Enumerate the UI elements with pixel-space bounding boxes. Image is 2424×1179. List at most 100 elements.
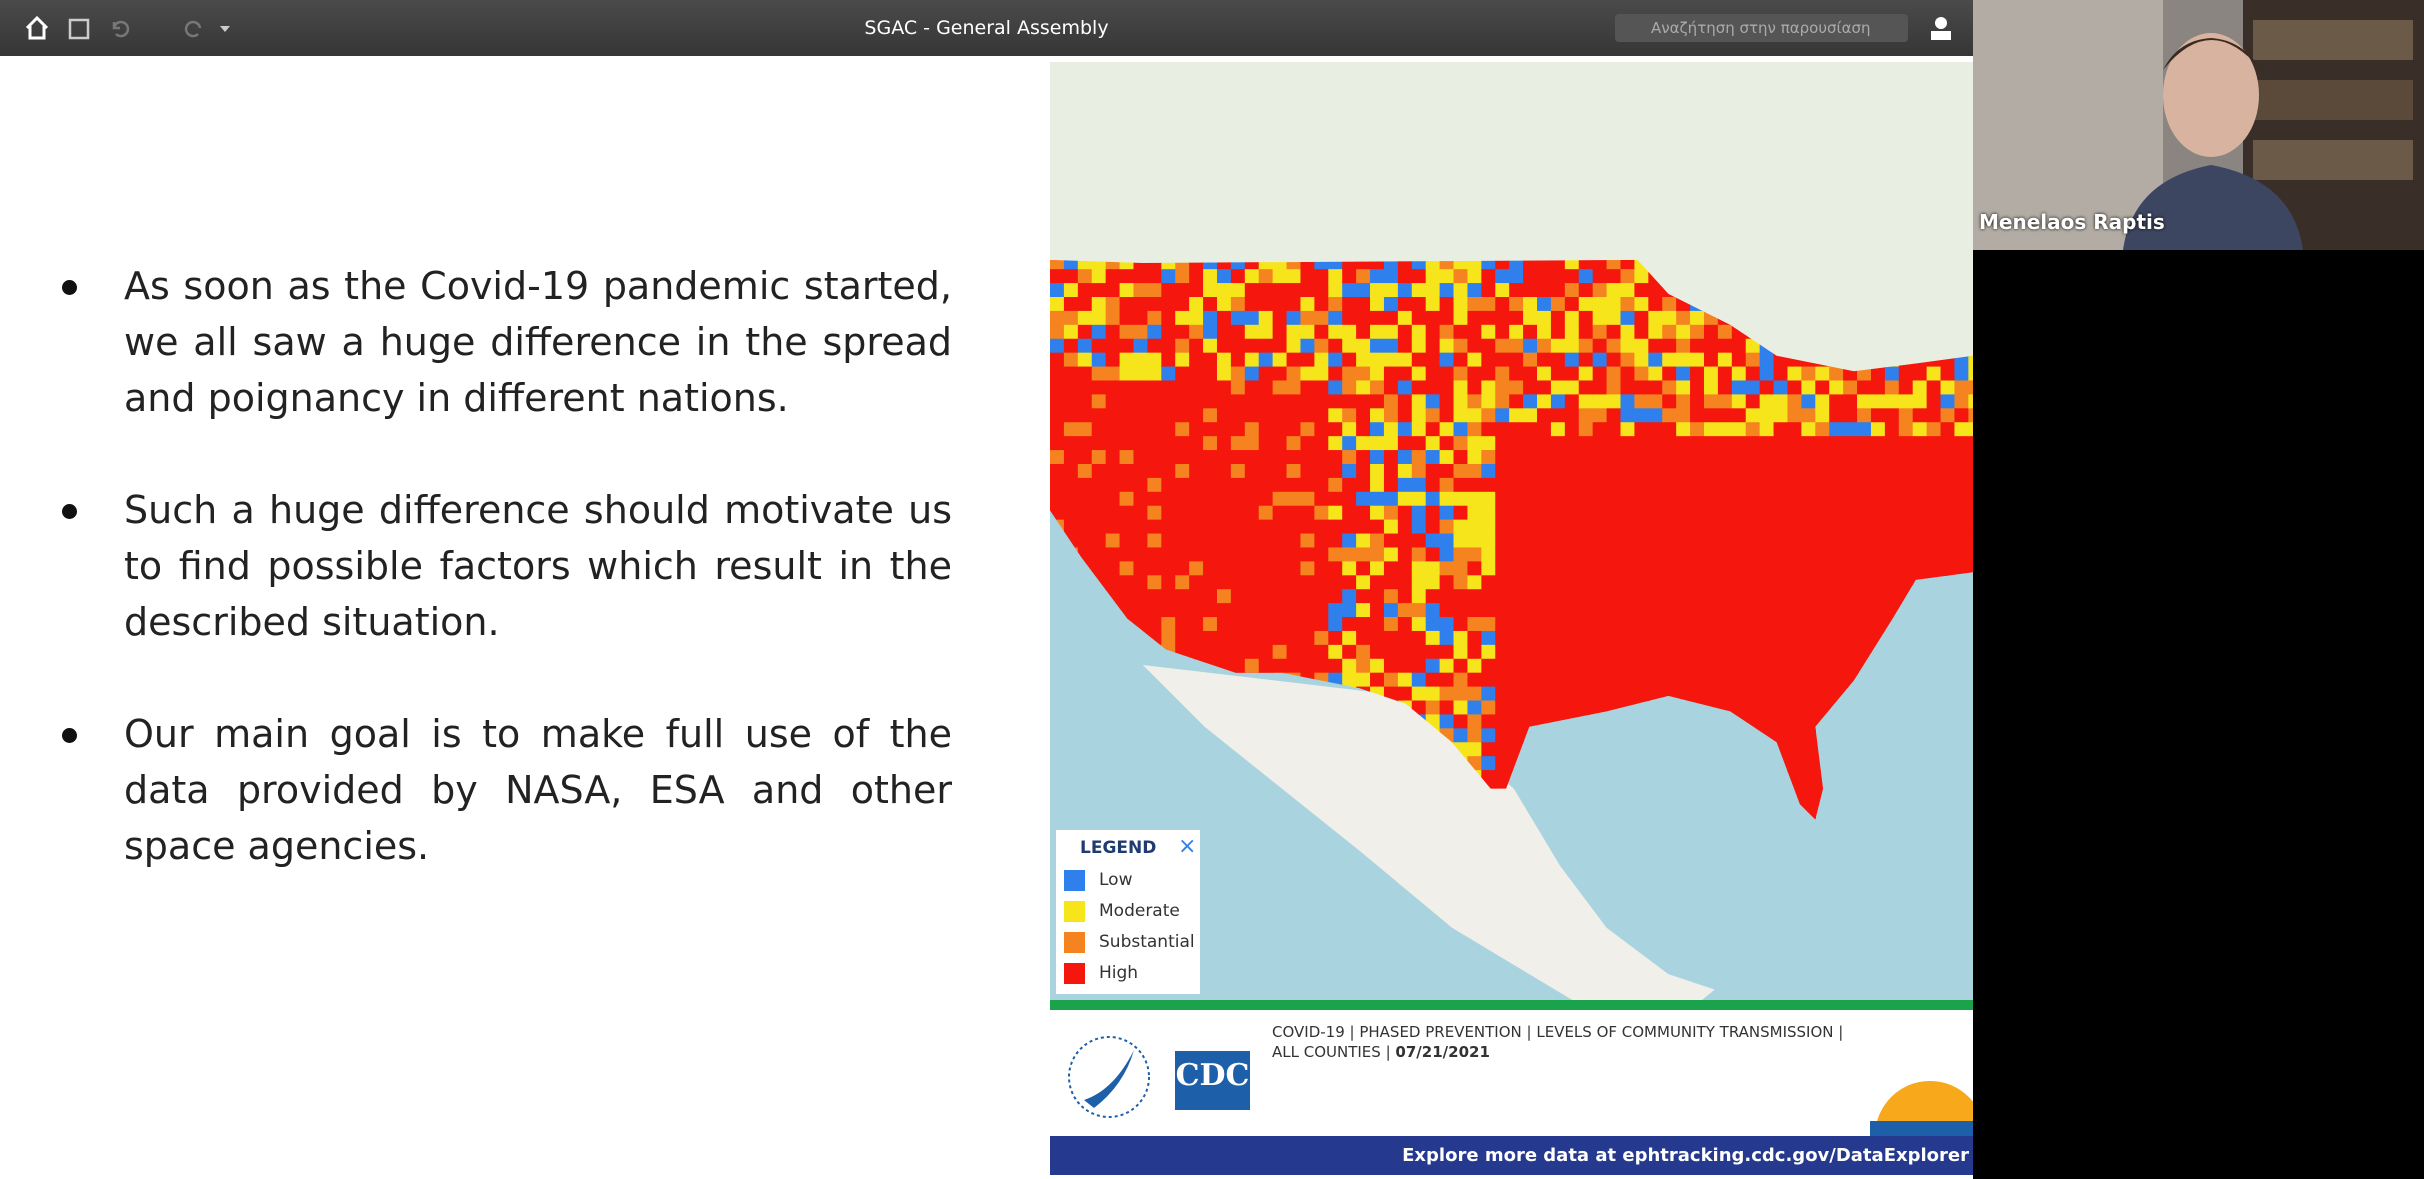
county-cell	[1523, 463, 1538, 479]
county-cell	[1898, 436, 1914, 451]
county-cell	[1425, 617, 1441, 632]
county-cell	[1606, 463, 1622, 479]
county-cell	[1745, 561, 1761, 577]
county-cell	[1717, 380, 1733, 396]
county-cell	[1495, 603, 1510, 618]
undo-button[interactable]	[112, 20, 130, 38]
home-button[interactable]	[25, 15, 49, 40]
county-cell	[1133, 408, 1149, 424]
county-cell	[1133, 547, 1149, 563]
county-cell	[1717, 450, 1733, 465]
county-cell	[1884, 505, 1900, 521]
redo-button[interactable]	[184, 20, 202, 38]
county-cell	[1940, 450, 1956, 465]
county-cell	[1509, 700, 1524, 716]
county-cell	[1383, 297, 1399, 312]
county-cell	[1523, 297, 1538, 312]
county-cell	[1189, 547, 1204, 563]
county-cell	[1119, 324, 1135, 340]
county-cell	[1676, 491, 1691, 507]
county-cell	[1119, 259, 1135, 270]
county-cell	[1815, 519, 1830, 535]
county-cell	[1439, 259, 1455, 270]
county-cell	[1203, 324, 1218, 340]
county-cell	[1717, 366, 1733, 382]
county-cell	[1606, 338, 1622, 354]
county-cell	[1690, 617, 1705, 632]
mexico	[1142, 664, 1715, 1002]
county-cell	[1133, 561, 1149, 577]
county-cell	[1467, 310, 1483, 326]
county-cell	[1397, 380, 1413, 396]
search-box[interactable]: Αναζήτηση στην παρουσίαση	[1615, 14, 1908, 42]
county-cell	[1439, 617, 1455, 632]
county-cell	[1564, 589, 1580, 604]
county-cell	[1342, 561, 1357, 577]
county-cell	[1258, 547, 1274, 563]
county-cell	[1425, 533, 1441, 549]
county-cell	[1272, 630, 1288, 646]
county-cell	[1592, 672, 1608, 688]
county-cell	[1230, 422, 1246, 437]
county-cell	[1230, 589, 1246, 604]
county-cell	[1745, 533, 1761, 549]
county-cell	[1550, 700, 1566, 716]
county-cell	[1745, 658, 1761, 674]
county-cell	[1300, 297, 1316, 312]
county-cell	[1815, 366, 1830, 382]
county-cell	[1954, 394, 1970, 410]
county-cell	[1063, 380, 1079, 396]
county-cell	[1815, 561, 1830, 577]
county-cell	[1592, 259, 1608, 270]
county-cell	[1063, 408, 1079, 424]
county-cell	[1634, 422, 1650, 437]
save-button[interactable]	[68, 18, 90, 40]
county-cell	[1467, 380, 1483, 396]
county-cell	[1258, 269, 1274, 284]
county-cell	[1634, 477, 1650, 493]
county-cell	[1912, 408, 1928, 424]
county-cell	[1091, 380, 1107, 396]
county-cell	[1676, 644, 1691, 660]
county-cell	[1773, 547, 1789, 563]
county-cell	[1745, 686, 1761, 702]
county-cell	[1648, 297, 1664, 312]
county-cell	[1940, 422, 1956, 437]
county-cell	[1578, 394, 1594, 410]
county-cell	[1787, 533, 1803, 549]
county-cell	[1634, 561, 1650, 577]
county-cell	[1453, 714, 1469, 730]
county-cell	[1564, 630, 1580, 646]
county-cell	[1537, 450, 1552, 465]
county-cell	[1509, 658, 1524, 674]
county-cell	[1495, 450, 1510, 465]
legend-close[interactable]: ×	[1178, 834, 1197, 859]
county-cell	[1370, 338, 1385, 354]
county-cell	[1314, 310, 1330, 326]
county-cell	[1342, 436, 1357, 451]
county-cell	[1161, 617, 1177, 632]
county-cell	[1425, 575, 1441, 590]
county-cell	[1175, 297, 1190, 312]
county-cell	[1857, 533, 1872, 549]
county-cell	[1175, 463, 1190, 479]
county-cell	[1119, 297, 1135, 312]
county-cell	[1495, 269, 1510, 284]
county-cell	[1564, 408, 1580, 424]
county-cell	[1411, 505, 1427, 521]
county-cell	[1815, 394, 1830, 410]
county-cell	[1662, 352, 1677, 368]
county-cell	[1077, 422, 1093, 437]
county-cell	[1564, 380, 1580, 396]
county-cell	[1467, 728, 1483, 744]
county-cell	[1787, 505, 1803, 521]
county-cell	[1954, 366, 1970, 382]
more-button[interactable]	[220, 26, 230, 32]
county-cell	[1203, 491, 1218, 507]
county-cell	[1453, 269, 1469, 284]
county-cell	[1286, 463, 1302, 479]
county-cell	[1676, 617, 1691, 632]
county-cell	[1300, 324, 1316, 340]
county-cell	[1481, 450, 1497, 465]
share-button[interactable]	[1926, 14, 1956, 42]
